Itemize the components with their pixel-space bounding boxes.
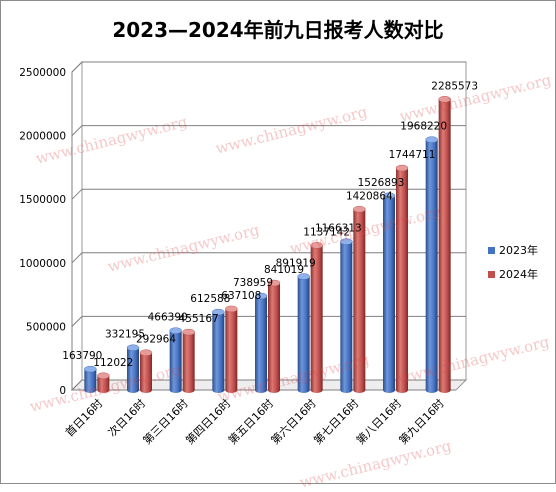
x-tick-label: 第六日16时 [268, 396, 319, 447]
bar-2024 [267, 279, 281, 393]
y-tick-label: 1500000 [19, 194, 66, 206]
bar-2024 [310, 242, 323, 393]
chart-title: 2023—2024年前九日报考人数对比 [112, 18, 444, 42]
data-label-2024: 637108 [221, 290, 261, 302]
side-wall [71, 60, 83, 392]
data-label-2024: 841019 [264, 264, 304, 276]
data-label-2024: 455167 [179, 313, 219, 325]
data-label-2023: 1166313 [315, 223, 362, 235]
gridline [71, 188, 466, 200]
x-tick-label: 首日16时 [62, 396, 105, 439]
data-label-2024: 1420864 [346, 190, 393, 202]
legend-item-2024: 2024年 [488, 262, 538, 286]
gridline [71, 252, 466, 264]
data-label-2023: 738959 [233, 277, 273, 289]
x-tick-label: 第四日16时 [183, 396, 234, 447]
x-tick-label: 第七日16时 [311, 396, 362, 447]
bar-2024 [97, 372, 110, 393]
x-tick-label: 第八日16时 [353, 396, 404, 447]
legend-swatch-2023 [488, 246, 495, 254]
data-label-2023: 612588 [190, 293, 230, 305]
bar-2024 [139, 349, 153, 393]
data-label-2024: 2285573 [431, 80, 478, 92]
x-tick-label: 第五日16时 [225, 396, 276, 447]
y-tick-label: 2000000 [19, 131, 66, 143]
y-tick-label: 1000000 [19, 258, 66, 270]
x-tick-label: 次日16时 [105, 396, 148, 439]
y-tick-label: 2500000 [19, 67, 66, 79]
legend-item-2023: 2023年 [488, 238, 538, 262]
bar-2023 [382, 192, 396, 393]
bar-2023 [340, 238, 353, 393]
gridline [71, 61, 466, 73]
data-label-2023: 466390 [148, 312, 188, 324]
data-label-2024: 1744711 [389, 149, 436, 161]
bar-2023 [84, 365, 97, 393]
bar-2024 [225, 305, 238, 393]
bar-2023 [212, 308, 225, 393]
data-label-2023: 163790 [62, 350, 102, 362]
y-tick-label: 500000 [26, 321, 66, 333]
data-label-2023: 1968220 [400, 121, 447, 133]
x-tick-label: 第三日16时 [140, 396, 191, 447]
data-label-2023: 332195 [105, 329, 145, 341]
bar-2023 [169, 327, 182, 393]
bar-2024 [395, 164, 409, 393]
gridline [71, 315, 466, 327]
data-label-2024: 112022 [93, 357, 133, 369]
legend-label-2023: 2023年 [499, 244, 538, 257]
bars-layer [84, 96, 451, 393]
x-tick-label: 第九日16时 [396, 396, 447, 447]
legend: 2023年 2024年 [488, 238, 538, 286]
bar-2023 [254, 292, 268, 393]
bar-2023 [126, 344, 140, 393]
data-label-2024: 1137142 [303, 226, 350, 238]
legend-swatch-2024 [488, 270, 495, 278]
bar-2024 [182, 328, 195, 393]
legend-label-2024: 2024年 [499, 268, 538, 281]
bar-2023 [297, 273, 310, 393]
gridline [71, 125, 466, 136]
data-label-2023: 1526893 [358, 177, 405, 189]
gridline [71, 379, 466, 391]
y-tick-label: 0 [59, 385, 66, 397]
bar-2024 [353, 206, 366, 393]
bar-2023 [425, 136, 438, 393]
data-label-2024: 292964 [136, 334, 176, 346]
bar-2024 [438, 96, 451, 393]
data-label-2023: 891919 [276, 258, 316, 270]
